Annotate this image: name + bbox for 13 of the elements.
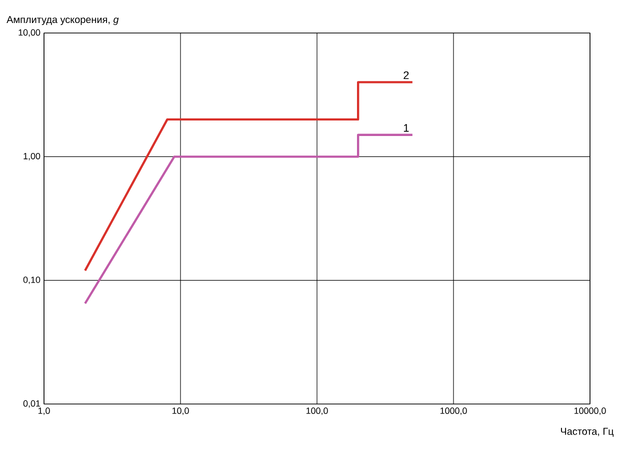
x-tick-label: 10,0 <box>172 408 189 415</box>
x-tick-label: 1,0 <box>38 408 50 415</box>
x-tick-label: 1000,0 <box>440 408 467 415</box>
x-axis-title: Частота, Гц <box>561 428 614 437</box>
y-axis-title: Амплитуда ускорения, g <box>6 16 119 26</box>
series-label: 2 <box>404 71 409 80</box>
series-label: 1 <box>404 124 409 132</box>
y-tick-label: 0,01 <box>23 400 40 408</box>
y-tick-label: 0,10 <box>23 276 40 284</box>
y-tick-label: 1,00 <box>24 152 40 160</box>
x-tick-label: 10000,0 <box>574 408 606 415</box>
x-tick-label: 100,0 <box>306 408 328 415</box>
y-tick-label: 10,00 <box>18 29 40 37</box>
